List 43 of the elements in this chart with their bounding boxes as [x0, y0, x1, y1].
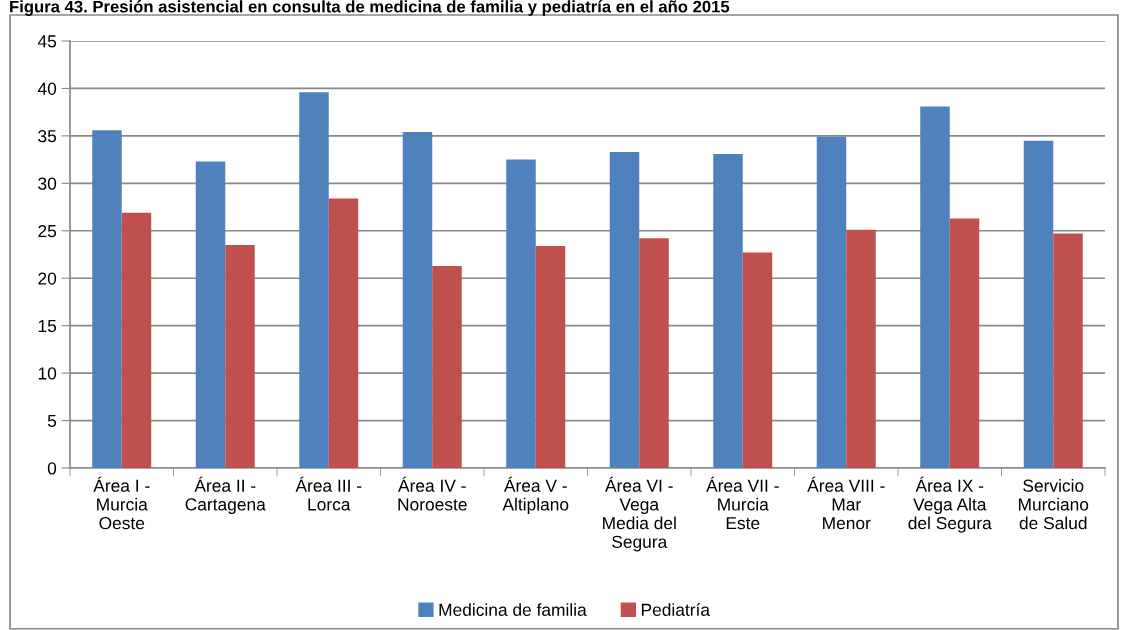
y-tick-label: 25	[38, 224, 57, 238]
x-tick-label: Área IX - Vega Alta del Segura	[908, 476, 992, 533]
bar	[225, 245, 255, 468]
x-tick-label: Área VII - Murcia Este	[706, 476, 779, 530]
bar	[949, 218, 980, 468]
legend-label: Pediatría	[641, 603, 710, 616]
x-tick-label: Área VI - Vega Media del Segura	[603, 476, 676, 552]
bar	[92, 130, 122, 468]
y-tick-label: 20	[38, 272, 57, 285]
x-tick-label: Área IV - Noroeste	[398, 476, 467, 511]
bar	[506, 159, 536, 468]
bar	[432, 265, 462, 468]
bar	[402, 132, 433, 468]
y-tick-label: 35	[38, 130, 57, 143]
bar	[846, 229, 876, 468]
x-tick-label: Área III - Lorca	[295, 476, 362, 511]
bar	[609, 152, 640, 468]
x-tick-label: Área II - Cartagena	[185, 476, 266, 514]
x-tick-label: Área I - Murcia Oeste	[93, 476, 150, 530]
y-tick-label: 45	[37, 35, 57, 48]
bar	[535, 245, 566, 468]
chart-title: Figura 43. Presión asistencial en consulta de medicina de familia y pediatría en el año 2015	[10, 0, 730, 16]
bar	[920, 106, 950, 468]
bar	[328, 198, 359, 468]
bar	[121, 212, 152, 468]
bar	[639, 238, 669, 468]
bar	[299, 92, 329, 468]
y-tick-label: 5	[47, 414, 57, 428]
bar	[742, 252, 773, 468]
x-tick-label: Área VIII - Mar Menor	[807, 476, 885, 530]
y-tick-label: 0	[47, 462, 57, 475]
x-tick-label: Servicio Murciano de Salud	[1018, 479, 1089, 530]
bar	[816, 136, 847, 468]
y-tick-label: 10	[38, 367, 57, 380]
legend-label: Medicina de familia	[439, 603, 587, 616]
bar	[195, 161, 226, 468]
y-tick-label: 30	[38, 177, 57, 190]
x-tick-label: Área V - Altiplano	[502, 476, 569, 514]
bar	[1023, 140, 1054, 468]
bar	[713, 153, 743, 468]
bar	[1053, 233, 1083, 468]
y-tick-label: 15	[38, 320, 57, 333]
y-tick-label: 40	[37, 82, 57, 95]
